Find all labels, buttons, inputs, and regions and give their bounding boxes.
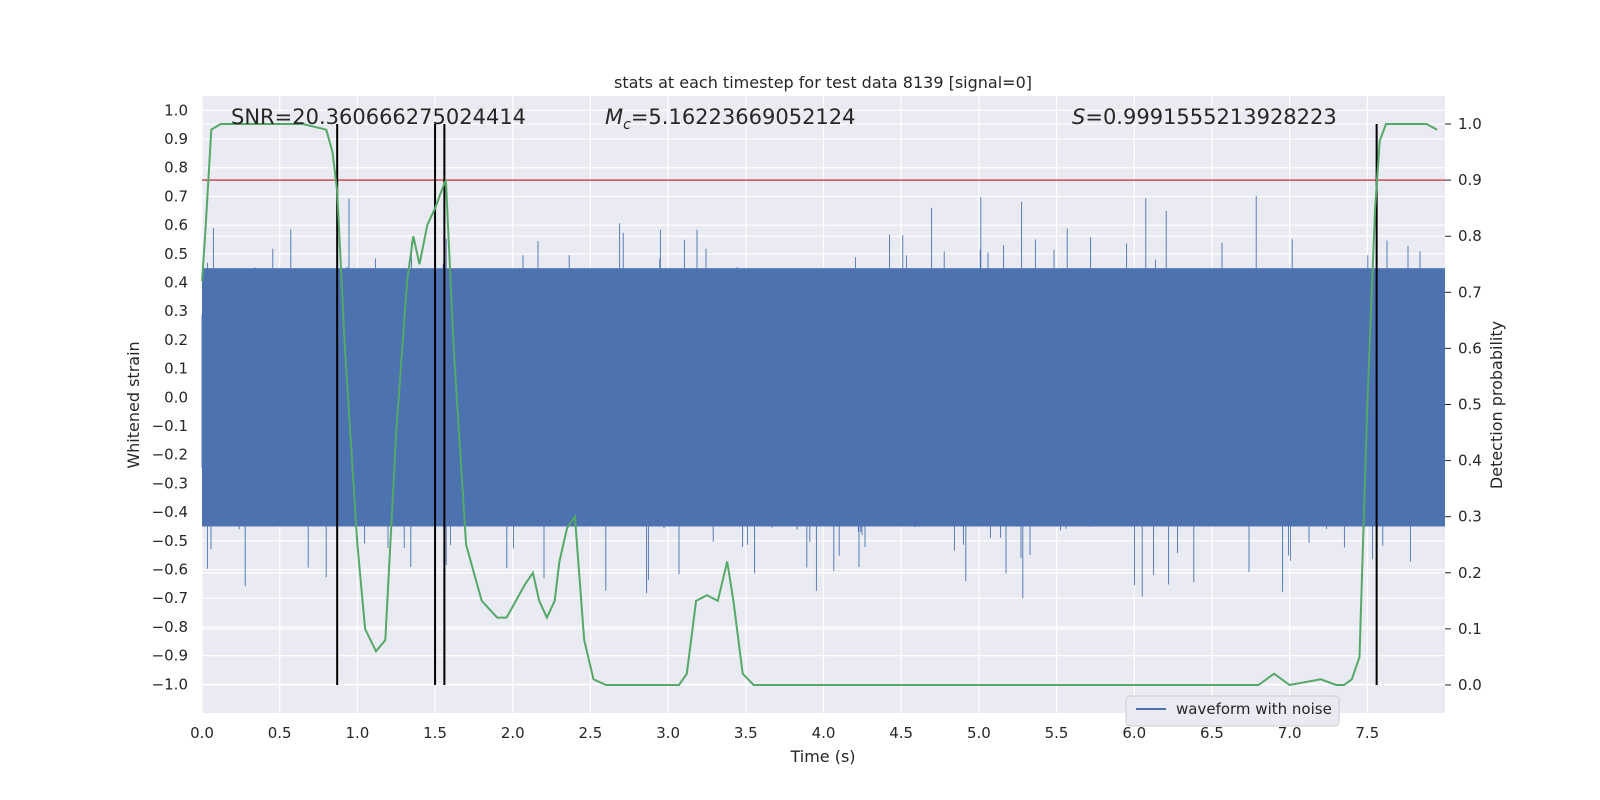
legend-label: waveform with noise xyxy=(1176,700,1332,718)
y-right-tick-label: 0.8 xyxy=(1458,227,1482,245)
y-left-tick-label: −0.9 xyxy=(152,647,188,665)
vertical-markers xyxy=(336,124,1378,685)
x-tick-label: 3.5 xyxy=(734,724,758,742)
snr-annotation: SNR=20.360666275024414 xyxy=(231,105,526,129)
y-left-tick-label: −0.7 xyxy=(152,589,188,607)
chirp-mass-annotation: Mc=5.16223669052124 xyxy=(605,105,856,133)
y-left-tick-label: 1.0 xyxy=(164,101,188,119)
x-tick-label: 3.0 xyxy=(656,724,680,742)
y-right-tick-label: 0.2 xyxy=(1458,564,1482,582)
x-tick-label: 0.0 xyxy=(190,724,214,742)
x-tick-label: 6.5 xyxy=(1200,724,1224,742)
x-tick-label: 6.0 xyxy=(1122,724,1146,742)
y-right-tick-label: 0.5 xyxy=(1458,396,1482,414)
y-right-tick-label: 0.4 xyxy=(1458,452,1482,470)
y-left-tick-label: −1.0 xyxy=(152,675,188,693)
x-tick-label: 1.5 xyxy=(423,724,447,742)
y-left-tick-label: 0.4 xyxy=(164,274,188,292)
x-tick-label: 2.5 xyxy=(579,724,603,742)
legend-box xyxy=(1125,695,1340,727)
y-left-tick-label: −0.1 xyxy=(152,417,188,435)
x-tick-label: 7.0 xyxy=(1278,724,1302,742)
x-axis-label: Time (s) xyxy=(789,747,855,766)
x-tick-label: 0.5 xyxy=(268,724,292,742)
x-tick-label: 4.5 xyxy=(889,724,913,742)
y-right-tick-label: 0.0 xyxy=(1458,676,1482,694)
x-tick-label: 1.0 xyxy=(345,724,369,742)
y-left-tick-label: −0.5 xyxy=(152,532,188,550)
score-annotation: S=0.9991555213928223 xyxy=(1072,105,1337,129)
y-left-tick-label: 0.9 xyxy=(164,130,188,148)
y-left-tick-label: 0.2 xyxy=(164,331,188,349)
y-right-tick-label: 0.6 xyxy=(1458,339,1482,357)
y-left-tick-label: 0.5 xyxy=(164,245,188,263)
legend: waveform with noise xyxy=(1125,695,1340,727)
x-tick-label: 7.5 xyxy=(1355,724,1379,742)
y-right-tick-label: 0.9 xyxy=(1458,171,1482,189)
y-left-tick-label: −0.6 xyxy=(152,561,188,579)
waveform-with-noise-series xyxy=(201,195,1446,599)
y-left-tick-label: 0.8 xyxy=(164,159,188,177)
y-left-tick-label: −0.3 xyxy=(152,474,188,492)
x-tick-label: 4.0 xyxy=(812,724,836,742)
y-left-tick-label: −0.4 xyxy=(152,503,188,521)
x-tick-label: 5.0 xyxy=(967,724,991,742)
y-right-tick-labels: 1.0 0.9 0.8 0.7 0.6 0.5 0.4 0.3 0.2 0.1 0.0 xyxy=(1445,115,1482,694)
detection-probability-line xyxy=(201,123,1438,687)
y-left-tick-labels: 1.0 0.9 0.8 0.7 0.6 0.5 0.4 0.3 0.2 0.1 0.0 −0.1 −0.… xyxy=(152,101,188,693)
y-left-tick-label: 0.7 xyxy=(164,187,188,205)
y-left-tick-label: 0.6 xyxy=(164,216,188,234)
y-left-tick-label: −0.2 xyxy=(152,446,188,464)
y-right-tick-label: 1.0 xyxy=(1458,115,1482,133)
x-tick-label: 5.5 xyxy=(1045,724,1069,742)
y-left-tick-label: 0.0 xyxy=(164,388,188,406)
y-right-axis-label: Detection probability xyxy=(1487,321,1506,489)
y-right-tick-label: 0.7 xyxy=(1458,283,1482,301)
y-left-tick-label: 0.1 xyxy=(164,360,188,378)
y-left-tick-label: 0.3 xyxy=(164,302,188,320)
waveform-noise-core xyxy=(202,268,1445,527)
y-right-tick-label: 0.3 xyxy=(1458,508,1482,526)
x-tick-label: 2.0 xyxy=(501,724,525,742)
y-left-tick-label: −0.8 xyxy=(152,618,188,636)
chart-title: stats at each timestep for test data 813… xyxy=(614,73,1032,92)
y-right-tick-label: 0.1 xyxy=(1458,620,1482,638)
x-tick-labels: 0.0 0.5 1.0 1.5 2.0 2.5 3.0 3.5 4.0 4.5 5.0 5.5 6.0 6… xyxy=(190,724,1379,742)
y-left-axis-label: Whitened strain xyxy=(124,341,143,468)
